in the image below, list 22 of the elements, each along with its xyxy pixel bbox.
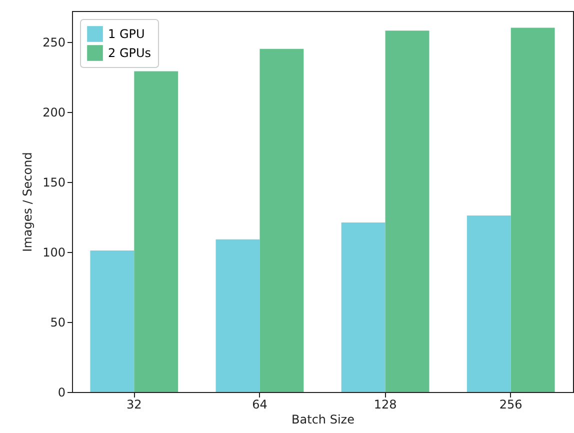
bar (466, 216, 511, 392)
y-tick-label: 100 (42, 245, 66, 260)
y-tick-label: 200 (42, 105, 66, 120)
y-tick-label: 50 (50, 315, 66, 330)
x-axis-title: Batch Size (292, 412, 354, 426)
x-tick-label: 256 (499, 398, 522, 412)
bar (385, 30, 430, 392)
y-tick-label: 150 (42, 175, 66, 190)
bar (260, 48, 304, 392)
y-tick-label: 0 (58, 386, 66, 400)
y-axis-title: Images / Second (20, 152, 35, 252)
bar (134, 71, 178, 392)
bar (510, 28, 555, 392)
x-tick-label: 64 (252, 398, 268, 412)
y-tick-label: 250 (42, 35, 66, 50)
legend-label: 2 GPUs (108, 46, 152, 60)
bar (216, 239, 260, 392)
x-tick-label: 128 (374, 398, 397, 412)
legend-label: 1 GPU (108, 27, 145, 41)
bar (90, 250, 134, 392)
bar (341, 222, 386, 392)
x-tick-label: 32 (126, 398, 142, 412)
